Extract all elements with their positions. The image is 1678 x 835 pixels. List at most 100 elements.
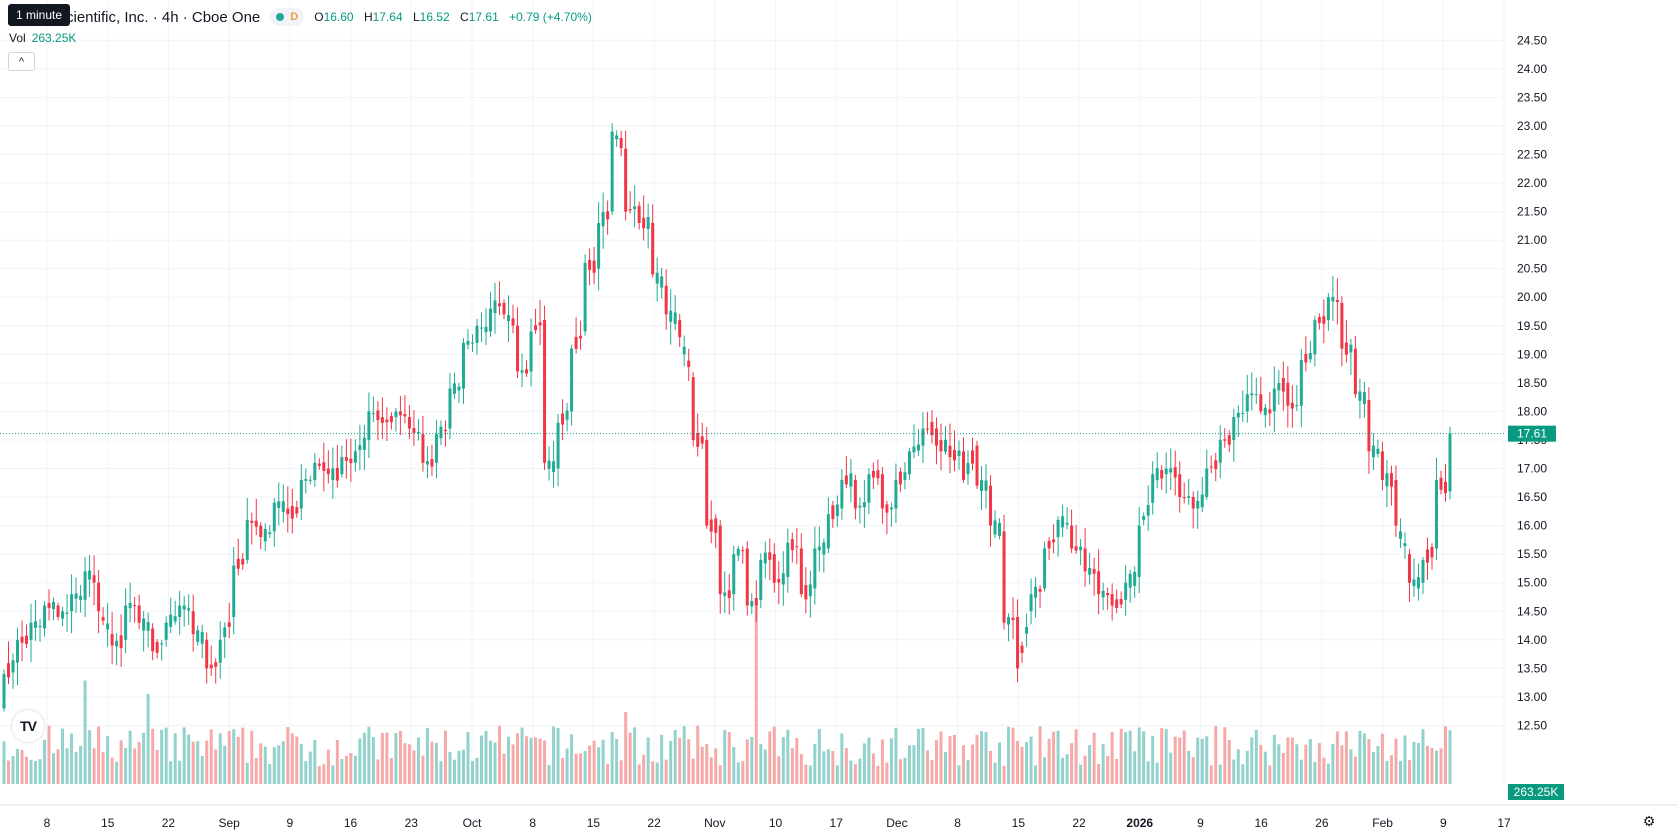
candle-body[interactable] xyxy=(570,348,574,412)
candle-body[interactable] xyxy=(664,285,668,315)
candle-body[interactable] xyxy=(394,411,398,418)
candle-body[interactable] xyxy=(1245,394,1249,412)
candle-body[interactable] xyxy=(1362,392,1366,405)
candle-body[interactable] xyxy=(2,674,6,709)
candle-body[interactable] xyxy=(466,340,470,345)
candle-body[interactable] xyxy=(561,413,565,425)
candle-body[interactable] xyxy=(1002,531,1006,623)
candle-body[interactable] xyxy=(817,546,821,551)
candle-body[interactable] xyxy=(106,623,110,630)
candle-body[interactable] xyxy=(777,579,781,583)
candle-body[interactable] xyxy=(993,520,997,535)
candle-body[interactable] xyxy=(484,326,488,333)
candle-body[interactable] xyxy=(1295,405,1299,407)
candle-body[interactable] xyxy=(295,507,299,514)
candle-body[interactable] xyxy=(1128,573,1132,588)
candle-body[interactable] xyxy=(92,575,96,583)
candle-body[interactable] xyxy=(1416,577,1420,589)
candle-body[interactable] xyxy=(1056,519,1060,538)
candle-body[interactable] xyxy=(682,346,686,355)
candle-body[interactable] xyxy=(1227,435,1231,445)
candle-body[interactable] xyxy=(1371,445,1375,458)
candle-body[interactable] xyxy=(326,468,330,475)
candle-body[interactable] xyxy=(1263,407,1267,416)
candle-body[interactable] xyxy=(525,369,529,374)
candle-body[interactable] xyxy=(209,664,213,669)
candle-body[interactable] xyxy=(416,431,420,433)
candle-body[interactable] xyxy=(398,411,402,416)
candle-body[interactable] xyxy=(1065,522,1069,525)
candle-body[interactable] xyxy=(989,485,993,526)
candle-body[interactable] xyxy=(182,605,186,610)
candle-body[interactable] xyxy=(696,432,700,447)
candle-body[interactable] xyxy=(687,360,691,368)
candle-body[interactable] xyxy=(101,617,105,621)
candle-body[interactable] xyxy=(606,211,610,220)
candle-body[interactable] xyxy=(565,410,569,420)
candle-body[interactable] xyxy=(912,446,916,453)
candle-body[interactable] xyxy=(133,605,137,607)
candle-body[interactable] xyxy=(340,457,344,475)
candle-body[interactable] xyxy=(83,571,87,600)
candle-body[interactable] xyxy=(74,593,78,599)
candle-body[interactable] xyxy=(1349,344,1353,353)
candle-body[interactable] xyxy=(853,479,857,509)
candle-body[interactable] xyxy=(952,449,956,461)
candle-body[interactable] xyxy=(1142,516,1146,520)
candle-body[interactable] xyxy=(434,434,438,463)
candle-body[interactable] xyxy=(1398,531,1402,539)
candle-body[interactable] xyxy=(1380,451,1384,480)
candle-body[interactable] xyxy=(1133,571,1137,586)
candle-body[interactable] xyxy=(380,417,384,423)
candle-body[interactable] xyxy=(619,137,623,149)
candle-body[interactable] xyxy=(1353,348,1357,395)
candle-body[interactable] xyxy=(822,542,826,555)
candle-body[interactable] xyxy=(97,582,101,612)
candle-body[interactable] xyxy=(772,554,776,583)
candle-body[interactable] xyxy=(245,519,249,560)
candle-body[interactable] xyxy=(903,472,907,480)
candle-body[interactable] xyxy=(813,548,817,589)
candle-body[interactable] xyxy=(1326,297,1330,321)
candle-body[interactable] xyxy=(1052,539,1056,543)
candle-body[interactable] xyxy=(371,413,375,415)
candle-body[interactable] xyxy=(943,439,947,452)
candle-body[interactable] xyxy=(971,450,975,464)
candle-body[interactable] xyxy=(754,597,758,606)
gear-icon[interactable]: ⚙ xyxy=(1642,813,1656,829)
candle-body[interactable] xyxy=(1097,571,1101,595)
candle-body[interactable] xyxy=(115,640,119,647)
candle-body[interactable] xyxy=(763,552,767,564)
candle-body[interactable] xyxy=(178,605,182,617)
candle-body[interactable] xyxy=(349,458,353,464)
candle-body[interactable] xyxy=(1407,554,1411,583)
candle-body[interactable] xyxy=(507,315,511,322)
candle-body[interactable] xyxy=(678,320,682,338)
candle-body[interactable] xyxy=(588,259,592,270)
candle-body[interactable] xyxy=(191,611,195,635)
candle-body[interactable] xyxy=(1241,413,1245,415)
candle-body[interactable] xyxy=(1178,474,1182,498)
candle-body[interactable] xyxy=(745,548,749,606)
candle-body[interactable] xyxy=(353,451,357,463)
candle-body[interactable] xyxy=(232,565,236,617)
candle-body[interactable] xyxy=(534,325,538,331)
candle-body[interactable] xyxy=(1281,378,1285,392)
candle-body[interactable] xyxy=(1358,391,1362,401)
candle-body[interactable] xyxy=(552,461,556,472)
candle-body[interactable] xyxy=(1268,409,1272,414)
candle-body[interactable] xyxy=(1200,494,1204,508)
candle-body[interactable] xyxy=(858,505,862,508)
candle-body[interactable] xyxy=(403,414,407,417)
candle-body[interactable] xyxy=(1146,505,1150,516)
candle-body[interactable] xyxy=(980,480,984,492)
candle-body[interactable] xyxy=(1389,473,1393,487)
candle-body[interactable] xyxy=(448,388,452,429)
candle-body[interactable] xyxy=(1173,467,1177,478)
candle-body[interactable] xyxy=(957,450,961,456)
candle-body[interactable] xyxy=(966,462,970,475)
candle-body[interactable] xyxy=(849,473,853,487)
candle-body[interactable] xyxy=(137,605,141,623)
candle-body[interactable] xyxy=(750,600,754,607)
candle-body[interactable] xyxy=(889,507,893,510)
